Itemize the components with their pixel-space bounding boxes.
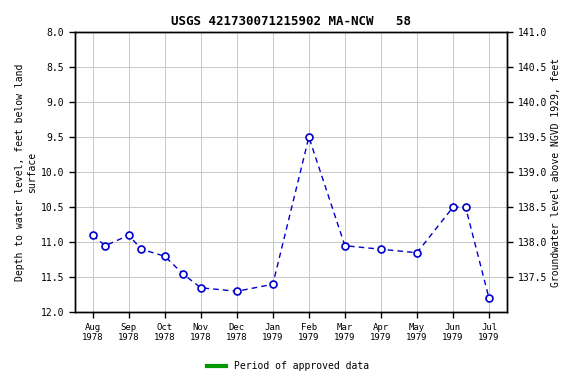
Y-axis label: Depth to water level, feet below land
surface: Depth to water level, feet below land su…	[15, 63, 37, 281]
Y-axis label: Groundwater level above NGVD 1929, feet: Groundwater level above NGVD 1929, feet	[551, 58, 561, 287]
Legend: Period of approved data: Period of approved data	[203, 358, 373, 375]
Title: USGS 421730071215902 MA-NCW   58: USGS 421730071215902 MA-NCW 58	[171, 15, 411, 28]
